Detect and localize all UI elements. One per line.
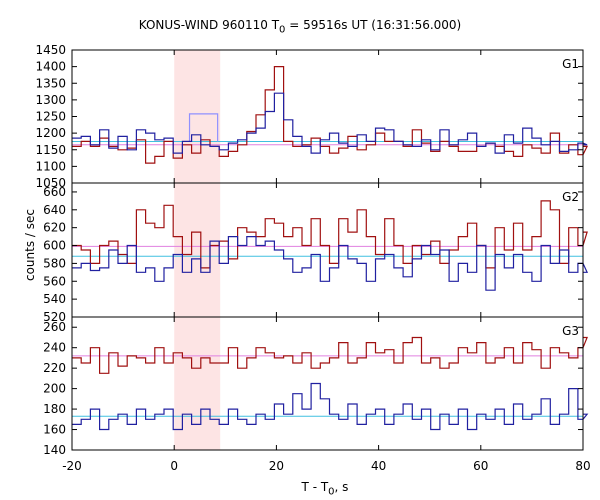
g3-ytick-label: 140 — [43, 443, 66, 457]
g1-ytick-label: 1350 — [35, 76, 66, 90]
g3-ytick-label: 200 — [43, 382, 66, 396]
xtick-label: 60 — [473, 459, 488, 473]
g2-ytick-label: 580 — [43, 256, 66, 270]
y-axis-label: counts / sec — [23, 209, 37, 282]
g1-ytick-label: 1150 — [35, 143, 66, 157]
g3-series-red — [72, 336, 588, 374]
g2-ytick-label: 660 — [43, 185, 66, 199]
g1-series-red — [72, 66, 589, 164]
g2-ytick-label: 620 — [43, 221, 66, 235]
g3-ytick-label: 220 — [43, 361, 66, 375]
g2-ytick-label: 520 — [43, 310, 66, 324]
g1-ytick-label: 1050 — [35, 176, 66, 190]
g3-ytick-label: 260 — [43, 320, 66, 334]
g1-series-blue — [72, 92, 588, 154]
g1-ytick-label: 1250 — [35, 110, 66, 124]
burst-interval-band — [174, 50, 221, 450]
xtick-label: 40 — [371, 459, 386, 473]
g3-ytick-label: 160 — [43, 423, 66, 437]
xtick-label: -20 — [62, 459, 82, 473]
g1-ytick-label: 1100 — [35, 159, 66, 173]
xtick-label: 0 — [170, 459, 178, 473]
g2-series-red — [72, 200, 588, 269]
xtick-label: 20 — [269, 459, 284, 473]
g2-ytick-label: 540 — [43, 292, 66, 306]
g1-ytick-label: 1200 — [35, 126, 66, 140]
g3-panel-frame — [71, 316, 584, 451]
g2-ytick-label: 600 — [43, 239, 66, 253]
g3-panel-label: G3 — [562, 324, 579, 338]
g1-ytick-label: 1450 — [35, 43, 66, 57]
g3-ytick-label: 180 — [43, 402, 66, 416]
x-axis-label: T - T0, s — [301, 480, 349, 498]
xtick-label: 80 — [575, 459, 590, 473]
g1-ytick-label: 1400 — [35, 60, 66, 74]
g2-ytick-label: 560 — [43, 274, 66, 288]
g2-ytick-label: 640 — [43, 203, 66, 217]
g1-ytick-label: 1300 — [35, 93, 66, 107]
g1-burst-level — [188, 113, 219, 142]
g3-ytick-label: 240 — [43, 341, 66, 355]
g2-series-blue — [72, 236, 589, 291]
chart-title: KONUS-WIND 960110 T0 = 59516s UT (16:31:… — [138, 18, 462, 36]
g3-series-blue — [72, 382, 589, 431]
g2-panel-label: G2 — [562, 190, 579, 204]
g1-panel-label: G1 — [562, 57, 579, 71]
